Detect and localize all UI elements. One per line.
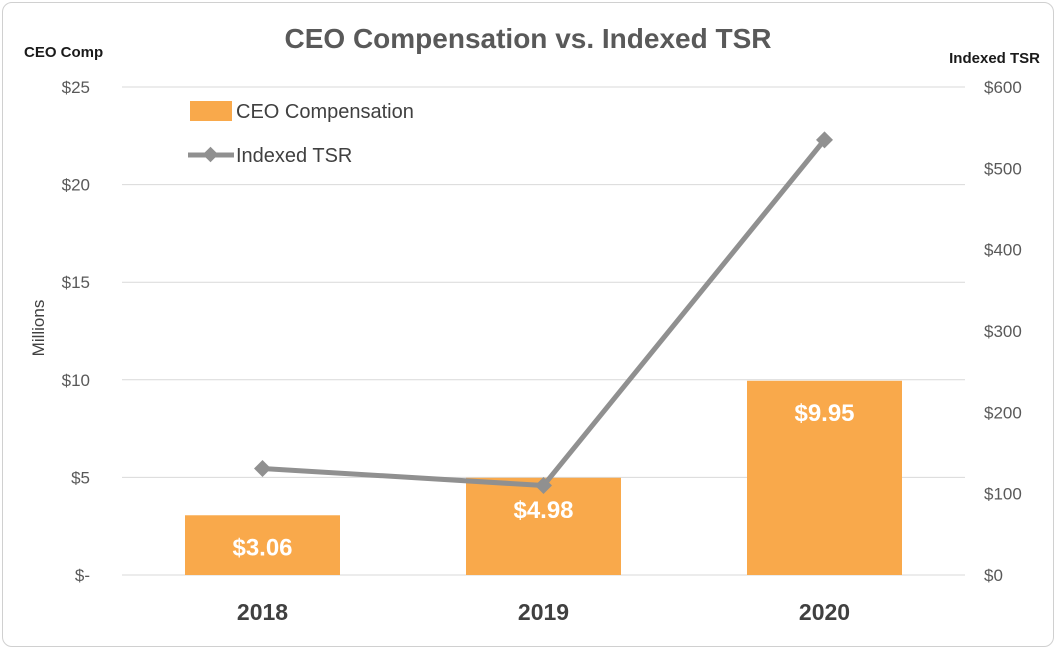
legend-label-ceo-compensation: CEO Compensation xyxy=(236,101,414,123)
y-right-tick-label: $400 xyxy=(984,241,1022,260)
x-category-label: 2018 xyxy=(237,599,288,625)
y-left-tick-label: $- xyxy=(75,566,90,585)
legend-marker-indexed-tsr xyxy=(202,146,219,163)
y-right-tick-label: $100 xyxy=(984,485,1022,504)
y-left-tick-label: $10 xyxy=(62,371,90,390)
chart-title: CEO Compensation vs. Indexed TSR xyxy=(285,23,772,54)
y-left-tick-label: $20 xyxy=(62,176,90,195)
y-left-unit-label: Millions xyxy=(29,300,48,357)
marker-indexed-tsr xyxy=(535,477,552,495)
bar-data-label: $4.98 xyxy=(513,497,573,524)
y-right-axis-title: Indexed TSR xyxy=(949,50,1040,67)
x-category-label: 2019 xyxy=(518,599,569,625)
y-right-tick-label: $600 xyxy=(984,78,1022,97)
bar-data-label: $9.95 xyxy=(794,400,854,427)
y-left-tick-label: $5 xyxy=(71,468,90,487)
bar-ceo-compensation xyxy=(185,515,340,575)
y-left-tick-label: $25 xyxy=(62,78,90,97)
x-category-label: 2020 xyxy=(799,599,850,625)
bar-ceo-compensation xyxy=(747,380,902,575)
marker-indexed-tsr xyxy=(816,131,833,149)
marker-indexed-tsr xyxy=(254,459,271,477)
y-right-tick-label: $200 xyxy=(984,403,1022,422)
legend-label-indexed-tsr: Indexed TSR xyxy=(236,145,352,167)
y-left-tick-label: $15 xyxy=(62,273,90,292)
y-right-tick-label: $300 xyxy=(984,322,1022,341)
legend-swatch-ceo-compensation xyxy=(190,101,232,121)
bar-data-label: $3.06 xyxy=(232,534,292,561)
line-indexed-tsr xyxy=(262,138,827,489)
y-right-tick-label: $0 xyxy=(984,566,1003,585)
y-left-axis-title: CEO Comp xyxy=(24,44,103,61)
y-right-tick-label: $500 xyxy=(984,159,1022,178)
